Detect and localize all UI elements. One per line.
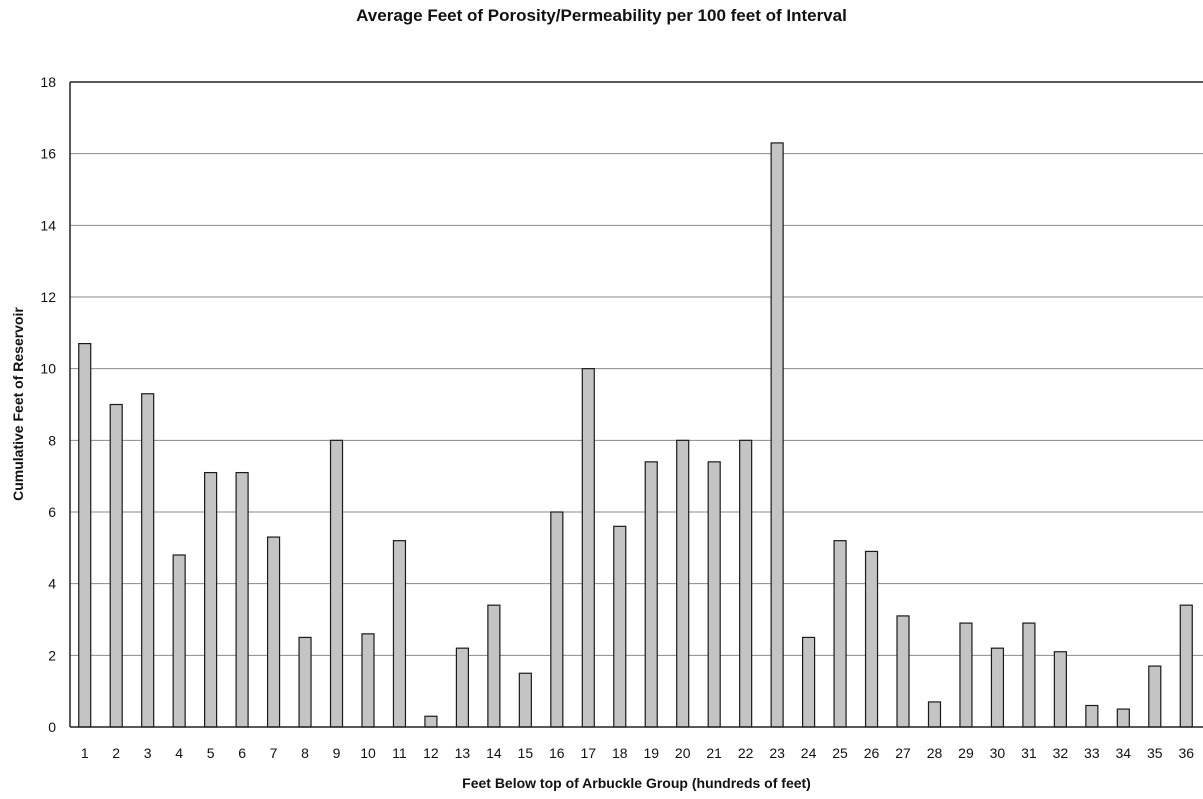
x-tick-label: 22 [738, 745, 754, 761]
bar-4 [173, 555, 185, 727]
bar-2 [110, 405, 122, 728]
x-tick-label: 29 [958, 745, 974, 761]
bar-36 [1180, 605, 1192, 727]
bar-29 [960, 623, 972, 727]
y-tick-label: 4 [48, 576, 56, 592]
y-tick-label: 2 [48, 647, 56, 663]
x-tick-label: 33 [1084, 745, 1100, 761]
x-tick-label: 24 [801, 745, 817, 761]
bar-15 [519, 673, 531, 727]
bar-30 [991, 648, 1003, 727]
x-tick-label: 16 [549, 745, 565, 761]
bar-24 [803, 637, 815, 727]
bar-18 [614, 526, 626, 727]
x-tick-label: 5 [207, 745, 215, 761]
y-axis-label: Cumulative Feet of Reservoir [10, 307, 26, 501]
y-tick-label: 0 [48, 719, 56, 735]
y-tick-label: 10 [40, 361, 56, 377]
x-tick-label: 30 [990, 745, 1006, 761]
x-tick-label: 3 [144, 745, 152, 761]
bar-35 [1149, 666, 1161, 727]
x-tick-label: 26 [864, 745, 880, 761]
y-tick-label: 12 [40, 289, 56, 305]
x-tick-label: 6 [238, 745, 246, 761]
bar-22 [740, 440, 752, 727]
bar-31 [1023, 623, 1035, 727]
x-tick-label: 7 [270, 745, 278, 761]
y-tick-label: 6 [48, 504, 56, 520]
y-tick-label: 8 [48, 432, 56, 448]
x-tick-label: 34 [1116, 745, 1132, 761]
y-tick-label: 14 [40, 217, 56, 233]
x-tick-label: 36 [1178, 745, 1194, 761]
bar-28 [928, 702, 940, 727]
bar-32 [1054, 652, 1066, 727]
x-tick-label: 35 [1147, 745, 1163, 761]
x-tick-label: 28 [927, 745, 943, 761]
x-tick-label: 18 [612, 745, 628, 761]
x-tick-label: 21 [706, 745, 722, 761]
x-tick-label: 2 [112, 745, 120, 761]
x-tick-label: 20 [675, 745, 691, 761]
bar-25 [834, 541, 846, 727]
x-tick-label: 23 [769, 745, 785, 761]
bar-19 [645, 462, 657, 727]
bar-27 [897, 616, 909, 727]
x-tick-label: 1 [81, 745, 89, 761]
bar-13 [456, 648, 468, 727]
bar-11 [393, 541, 405, 727]
bar-14 [488, 605, 500, 727]
x-tick-label: 32 [1053, 745, 1069, 761]
x-tick-label: 17 [581, 745, 597, 761]
x-axis-label: Feet Below top of Arbuckle Group (hundre… [70, 775, 1203, 791]
x-tick-label: 8 [301, 745, 309, 761]
bar-20 [677, 440, 689, 727]
bar-9 [331, 440, 343, 727]
bar-5 [205, 473, 217, 727]
x-axis-ticks: 1 2 3 4 5 6 7 8 9 10 11 12 13 14 15 16 17 18 19 20 21 22 23 24 2… [81, 745, 1194, 761]
bar-12 [425, 716, 437, 727]
bar-16 [551, 512, 563, 727]
bar-10 [362, 634, 374, 727]
bars [79, 143, 1193, 727]
bar-1 [79, 344, 91, 727]
x-tick-label: 19 [643, 745, 659, 761]
x-tick-label: 12 [423, 745, 439, 761]
bar-21 [708, 462, 720, 727]
x-tick-label: 14 [486, 745, 502, 761]
x-tick-label: 11 [392, 745, 407, 761]
x-tick-label: 15 [518, 745, 534, 761]
bar-3 [142, 394, 154, 727]
bar-33 [1086, 706, 1098, 728]
y-tick-label: 18 [40, 74, 56, 90]
y-axis-ticks: 0 2 4 6 8 10 12 14 16 18 [40, 74, 56, 735]
x-tick-label: 10 [360, 745, 376, 761]
x-tick-label: 9 [333, 745, 341, 761]
bar-26 [866, 551, 878, 727]
bar-17 [582, 369, 594, 727]
x-tick-label: 31 [1021, 745, 1037, 761]
bar-6 [236, 473, 248, 727]
bar-23 [771, 143, 783, 727]
x-tick-label: 4 [175, 745, 183, 761]
x-tick-label: 27 [895, 745, 911, 761]
x-tick-label: 13 [455, 745, 471, 761]
bar-8 [299, 637, 311, 727]
y-tick-label: 16 [40, 146, 56, 162]
x-tick-label: 25 [832, 745, 848, 761]
bar-7 [268, 537, 280, 727]
bar-34 [1117, 709, 1129, 727]
